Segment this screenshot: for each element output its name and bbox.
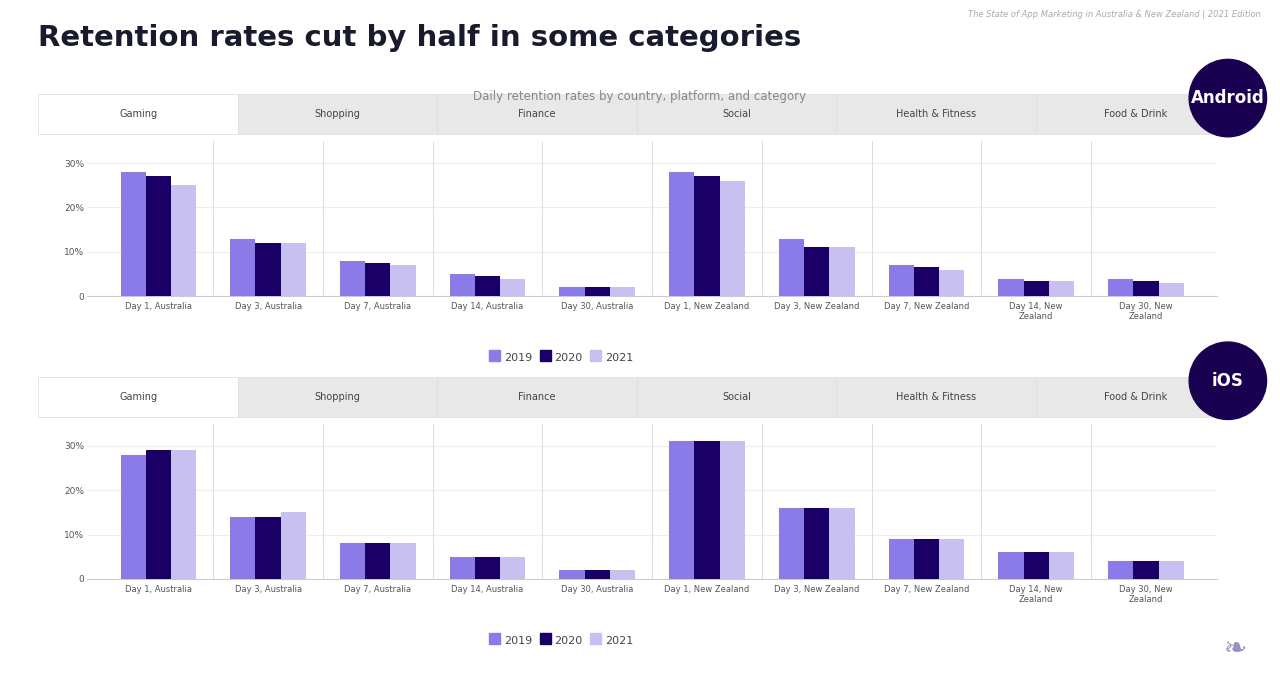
Bar	[804, 248, 829, 296]
Bar	[669, 441, 695, 579]
FancyBboxPatch shape	[1036, 377, 1235, 417]
Bar	[609, 287, 635, 296]
FancyBboxPatch shape	[238, 94, 438, 135]
FancyBboxPatch shape	[836, 94, 1036, 135]
Text: Finance: Finance	[518, 392, 556, 402]
Bar	[280, 512, 306, 579]
Circle shape	[1189, 59, 1266, 137]
Bar	[780, 508, 804, 579]
Bar	[1048, 553, 1074, 579]
Bar	[1133, 281, 1158, 296]
Bar	[780, 239, 804, 296]
Bar	[888, 539, 914, 579]
Bar	[940, 270, 964, 296]
Text: Health & Fitness: Health & Fitness	[896, 109, 977, 119]
FancyBboxPatch shape	[637, 377, 836, 417]
Text: Social: Social	[722, 392, 751, 402]
Bar	[998, 279, 1024, 296]
Bar	[695, 441, 719, 579]
FancyBboxPatch shape	[836, 377, 1036, 417]
Bar	[230, 517, 256, 579]
Bar	[1024, 553, 1048, 579]
Text: The State of App Marketing in Australia & New Zealand | 2021 Edition: The State of App Marketing in Australia …	[968, 10, 1261, 19]
Bar	[449, 557, 475, 579]
Bar	[390, 544, 416, 579]
Bar	[390, 265, 416, 296]
Text: Android: Android	[1190, 89, 1265, 107]
Text: Finance: Finance	[518, 109, 556, 119]
Bar	[230, 239, 256, 296]
Bar	[340, 261, 365, 296]
Bar	[914, 267, 940, 296]
Bar	[804, 508, 829, 579]
Bar	[340, 544, 365, 579]
Text: Health & Fitness: Health & Fitness	[896, 392, 977, 402]
Bar	[146, 176, 172, 296]
Bar	[585, 287, 609, 296]
Bar	[559, 570, 585, 579]
Bar	[888, 265, 914, 296]
FancyBboxPatch shape	[438, 94, 637, 135]
Bar	[256, 243, 280, 296]
Text: Daily retention rates by country, platform, and category: Daily retention rates by country, platfo…	[474, 90, 806, 102]
Bar	[500, 557, 525, 579]
Text: Gaming: Gaming	[119, 109, 157, 119]
Bar	[719, 181, 745, 296]
Text: Shopping: Shopping	[315, 109, 361, 119]
FancyBboxPatch shape	[38, 94, 238, 135]
Bar	[719, 441, 745, 579]
Text: Retention rates cut by half in some categories: Retention rates cut by half in some cate…	[38, 24, 801, 52]
Bar	[365, 544, 390, 579]
FancyBboxPatch shape	[1036, 94, 1235, 135]
Bar	[120, 172, 146, 296]
Bar	[829, 248, 855, 296]
Text: Gaming: Gaming	[119, 392, 157, 402]
Bar	[475, 277, 500, 296]
Bar	[1024, 281, 1048, 296]
Bar	[1158, 283, 1184, 296]
Legend: 2019, 2020, 2021: 2019, 2020, 2021	[486, 349, 637, 367]
Bar	[914, 539, 940, 579]
Bar	[365, 263, 390, 296]
Bar	[449, 274, 475, 296]
FancyBboxPatch shape	[38, 377, 238, 417]
Bar	[256, 517, 280, 579]
Bar	[500, 279, 525, 296]
Bar	[172, 185, 196, 296]
Bar	[172, 450, 196, 579]
Bar	[120, 455, 146, 579]
Bar	[829, 508, 855, 579]
Bar	[940, 539, 964, 579]
Text: Food & Drink: Food & Drink	[1103, 109, 1167, 119]
FancyBboxPatch shape	[637, 94, 836, 135]
Bar	[585, 570, 609, 579]
Text: iOS: iOS	[1212, 371, 1244, 390]
Bar	[559, 287, 585, 296]
Bar	[695, 176, 719, 296]
Bar	[1108, 279, 1133, 296]
Text: Social: Social	[722, 109, 751, 119]
Bar	[1133, 561, 1158, 579]
Bar	[146, 450, 172, 579]
Bar	[669, 172, 695, 296]
Bar	[280, 243, 306, 296]
Text: Shopping: Shopping	[315, 392, 361, 402]
Bar	[1158, 561, 1184, 579]
Bar	[609, 570, 635, 579]
Bar	[1108, 561, 1133, 579]
Bar	[1048, 281, 1074, 296]
Text: ❧: ❧	[1224, 635, 1247, 664]
Legend: 2019, 2020, 2021: 2019, 2020, 2021	[486, 631, 637, 650]
Bar	[475, 557, 500, 579]
Circle shape	[1189, 342, 1266, 419]
Bar	[998, 553, 1024, 579]
FancyBboxPatch shape	[438, 377, 637, 417]
Text: Food & Drink: Food & Drink	[1103, 392, 1167, 402]
FancyBboxPatch shape	[238, 377, 438, 417]
